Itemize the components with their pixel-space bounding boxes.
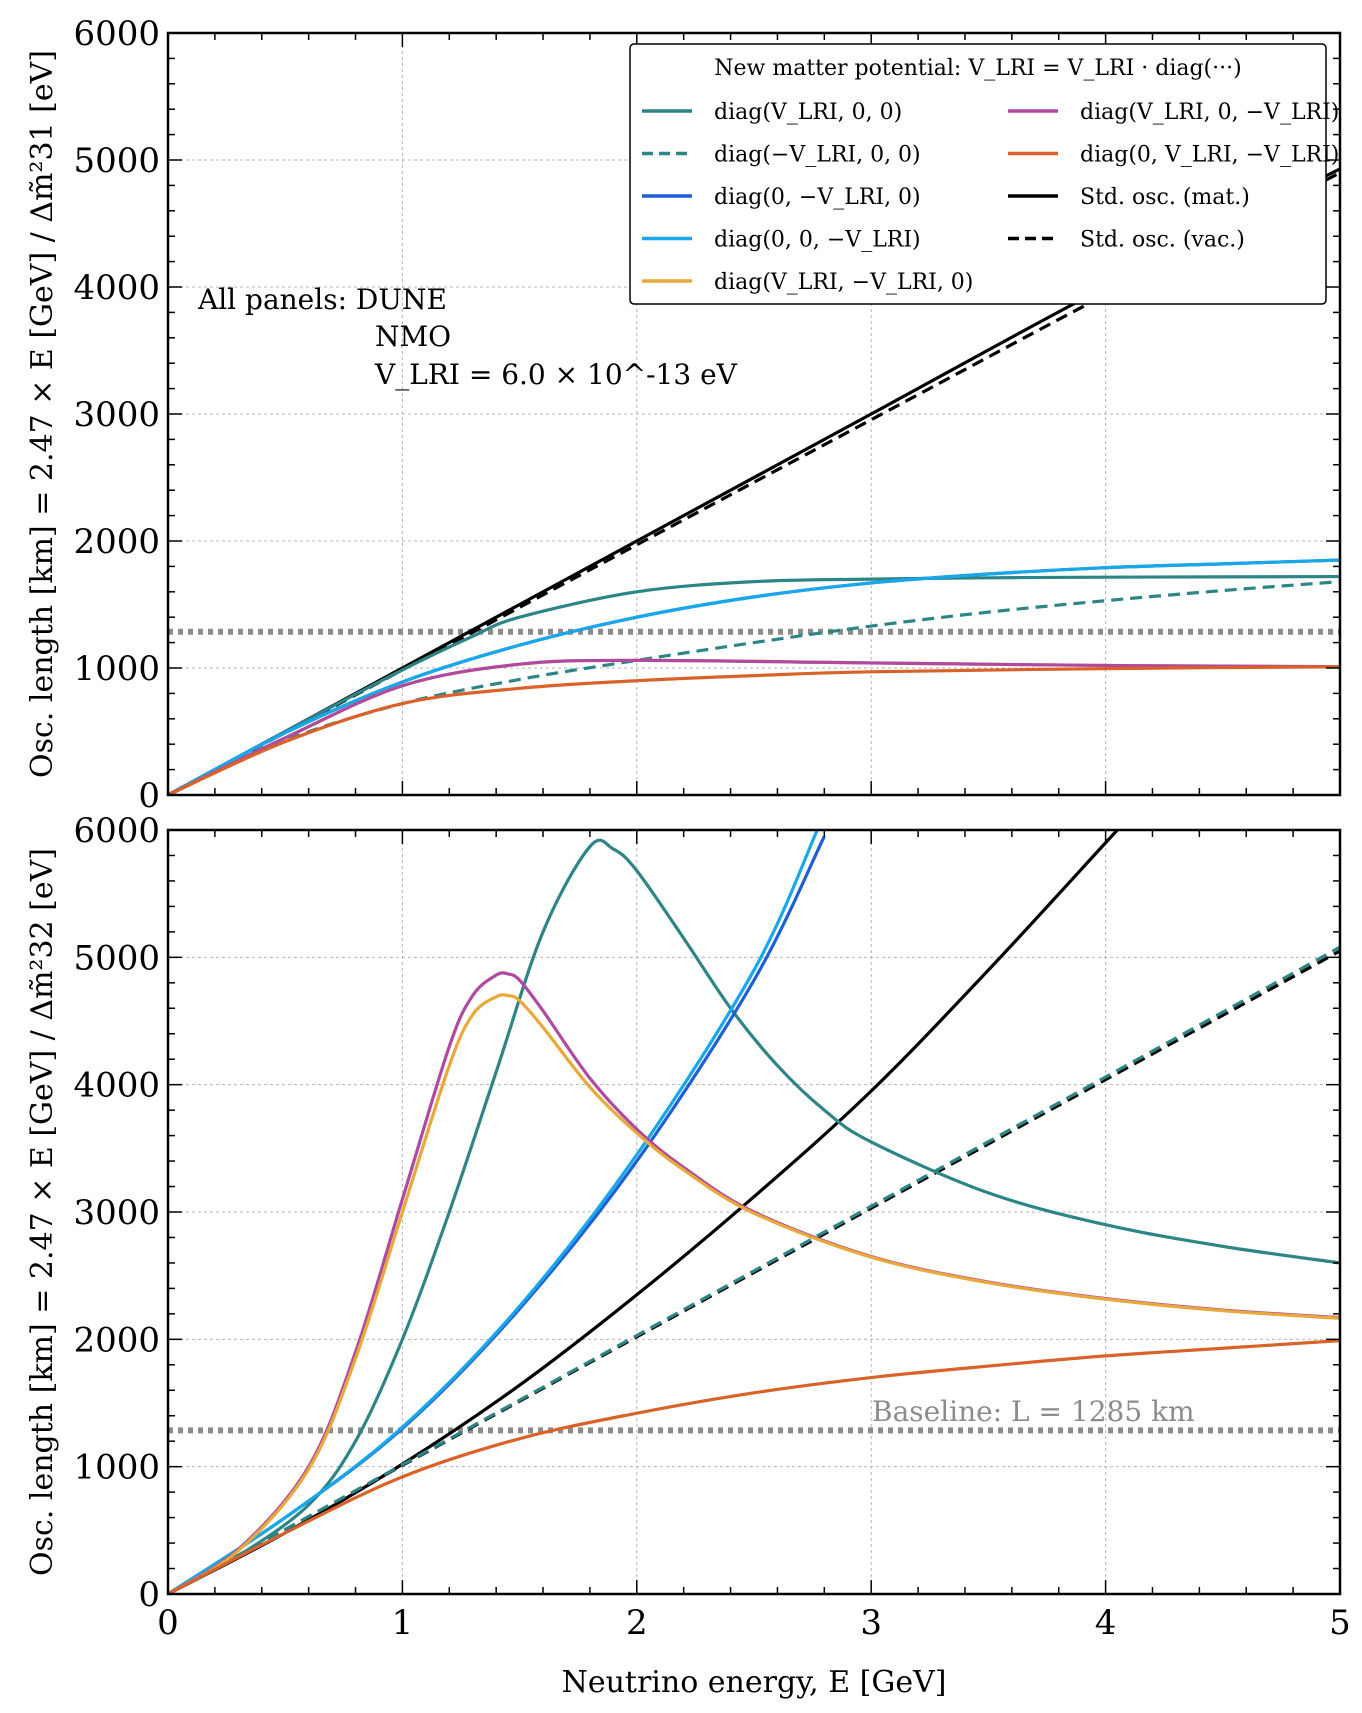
top-series — [168, 167, 1340, 795]
series-line-s5 — [168, 993, 1340, 1594]
x-tick-label: 5 — [1329, 1603, 1351, 1643]
annotation-line-2: NMO — [375, 320, 451, 353]
y-tick-label: 4000 — [73, 268, 160, 308]
series-line-s5 — [168, 658, 1340, 795]
legend-label-s6: diag(V_LRI, 0, −V_LRI) — [1080, 100, 1339, 125]
bottom-ticks: 0 1000 2000 3000 4000 5000 6000 0 1 2 3 4 5 — [73, 811, 1350, 1643]
y-tick-label: 6000 — [73, 14, 160, 54]
y-tick-label: 4000 — [73, 1066, 160, 1106]
annotation-block: All panels: DUNE NMO V_LRI = 6.0 × 10^-1… — [197, 283, 738, 391]
legend-label-s1: diag(V_LRI, 0, 0) — [714, 100, 902, 125]
legend-label-s5: diag(V_LRI, −V_LRI, 0) — [714, 270, 973, 295]
x-tick-label: 3 — [860, 1603, 882, 1643]
legend-label-s3: diag(0, −V_LRI, 0) — [714, 185, 921, 210]
y-tick-label: 5000 — [73, 141, 160, 181]
series-line-s1 — [168, 574, 1340, 795]
bottom-y-axis-title: Osc. length [km] = 2.47 × E [GeV] / Δm̃²… — [25, 848, 60, 1576]
y-tick-label: 5000 — [73, 938, 160, 978]
legend-label-s7: diag(0, V_LRI, −V_LRI) — [1080, 143, 1339, 168]
legend-label-s2: diag(−V_LRI, 0, 0) — [714, 143, 921, 168]
series-line-s6 — [168, 658, 1340, 795]
series-line-s2 — [168, 945, 1340, 1594]
series-line-s4 — [168, 830, 819, 1594]
legend-items: diag(V_LRI, 0, 0) diag(−V_LRI, 0, 0) diag(… — [642, 100, 1339, 295]
series-line-s4 — [168, 558, 1340, 795]
bottom-panel: 0 1000 2000 3000 4000 5000 6000 0 1 2 3 4 5 Osc. len… — [25, 811, 1351, 1700]
series-line-s7 — [168, 1339, 1340, 1594]
series-line-s1 — [168, 838, 1340, 1594]
y-tick-label: 3000 — [73, 395, 160, 435]
series-line-s8 — [168, 830, 1120, 1594]
y-tick-label: 0 — [138, 776, 160, 816]
top-y-axis-title: Osc. length [km] = 2.47 × E [GeV] / Δm̃²… — [25, 50, 60, 778]
x-tick-label: 1 — [392, 1603, 414, 1643]
series-line-s3 — [168, 835, 826, 1594]
legend-label-s9: Std. osc. (vac.) — [1080, 228, 1245, 253]
top-panel: 0 1000 2000 3000 4000 5000 6000 Osc. length [k… — [25, 14, 1342, 816]
legend-title: New matter potential: V_LRI = V_LRI · di… — [714, 56, 1241, 81]
x-axis-title: Neutrino energy, E [GeV] — [562, 1665, 947, 1700]
y-tick-label: 1000 — [73, 649, 160, 689]
legend-label-s4: diag(0, 0, −V_LRI) — [714, 228, 921, 253]
x-tick-label: 2 — [626, 1603, 648, 1643]
top-ticks: 0 1000 2000 3000 4000 5000 6000 — [73, 14, 1341, 816]
x-tick-label: 4 — [1095, 1603, 1117, 1643]
y-tick-label: 2000 — [73, 1320, 160, 1360]
annotation-line-3: V_LRI = 6.0 × 10^-13 eV — [374, 358, 738, 391]
y-tick-label: 6000 — [73, 811, 160, 851]
series-line-s7 — [168, 665, 1340, 795]
series-line-s2 — [168, 580, 1340, 795]
legend-box — [629, 43, 1327, 305]
y-tick-label: 2000 — [73, 522, 160, 562]
x-tick-label: 0 — [157, 1603, 179, 1643]
baseline-label: Baseline: L = 1285 km — [872, 1395, 1195, 1428]
y-tick-label: 3000 — [73, 1193, 160, 1233]
y-tick-label: 1000 — [73, 1448, 160, 1488]
legend-label-s8: Std. osc. (mat.) — [1080, 185, 1250, 210]
bottom-series — [168, 830, 1340, 1594]
y-tick-label: 0 — [138, 1575, 160, 1615]
legend: New matter potential: V_LRI = V_LRI · di… — [629, 43, 1339, 305]
annotation-line-1: All panels: DUNE — [197, 283, 447, 316]
